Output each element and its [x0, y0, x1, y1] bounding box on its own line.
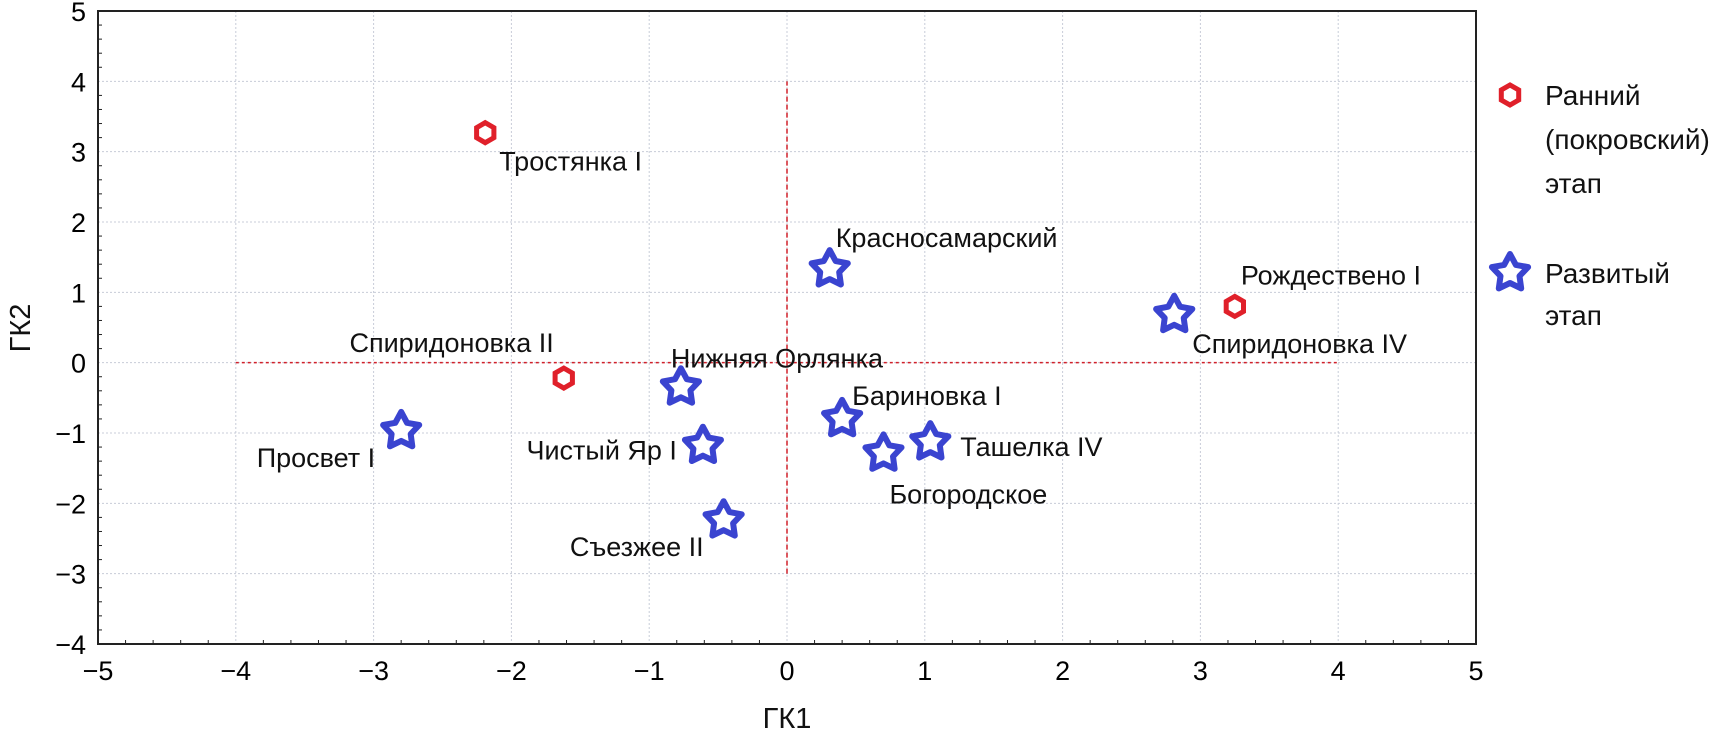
legend-label: Развитый: [1545, 258, 1670, 289]
star-marker: [702, 498, 745, 539]
legend-label: (покровский): [1545, 124, 1710, 155]
point-label: Спиридоновка II: [349, 328, 553, 358]
point-label: Спиридоновка IV: [1192, 329, 1407, 359]
star-marker: [862, 431, 905, 472]
hexagon-marker: [552, 365, 575, 391]
point-label: Бариновка I: [852, 381, 1002, 411]
star-marker: [1488, 251, 1532, 292]
point-label: Чистый Яр I: [526, 436, 676, 466]
grid: [98, 11, 1476, 644]
x-tick-label: −5: [83, 656, 114, 686]
plot-frame: [97, 10, 1477, 645]
point-labels: Тростянка I Спиридоновка II Рождествено I К…: [257, 147, 1421, 563]
y-tick-label: −4: [55, 630, 86, 660]
x-tick-label: −1: [634, 656, 665, 686]
legend-label: этап: [1545, 300, 1602, 331]
x-tick-label: 0: [779, 656, 794, 686]
reference-lines: [235, 81, 1339, 574]
x-tick-label: −3: [358, 656, 389, 686]
legend-label: Ранний: [1545, 80, 1641, 111]
point-label: Просвет I: [257, 443, 375, 473]
star-marker: [1153, 292, 1196, 334]
star-marker: [681, 423, 724, 464]
legend: Ранний (покровский) этап Развитый этап: [1488, 80, 1710, 331]
x-tick-label: −4: [220, 656, 251, 686]
x-tick-label: 5: [1468, 656, 1483, 686]
x-tick-label: 2: [1055, 656, 1070, 686]
x-axis-label: ГК1: [763, 703, 812, 735]
star-marker: [380, 408, 423, 450]
y-tick-label: −3: [55, 560, 86, 590]
y-tick-label: 0: [71, 349, 86, 379]
point-label: Съезжее II: [570, 532, 704, 562]
point-label: Тростянка I: [499, 147, 642, 177]
x-tick-label: 4: [1331, 656, 1346, 686]
hexagon-marker: [1223, 293, 1246, 320]
hexagon-marker: [1498, 82, 1522, 108]
x-tick-label: 1: [917, 656, 932, 686]
point-label: Ташелка IV: [960, 432, 1102, 462]
star-marker: [659, 365, 702, 406]
star-marker: [909, 420, 952, 461]
y-tick-label: 3: [71, 138, 86, 168]
legend-label: этап: [1545, 168, 1602, 199]
y-tick-label: 1: [71, 278, 86, 308]
y-axis-label: ГК2: [5, 304, 37, 353]
y-tick-label: 2: [71, 208, 86, 238]
x-tick-label: 3: [1193, 656, 1208, 686]
point-label: Рождествено I: [1241, 260, 1421, 290]
y-tick-label: −1: [55, 419, 86, 449]
point-label: Красносамарский: [836, 223, 1058, 253]
y-tick-label: 4: [71, 67, 86, 97]
star-marker: [808, 247, 851, 288]
y-tick-label: −2: [55, 489, 86, 519]
points: [380, 119, 1246, 539]
point-label: Богородское: [889, 479, 1047, 509]
star-marker: [821, 396, 864, 438]
x-tick-label: −2: [496, 656, 527, 686]
point-label: Нижняя Орлянка: [671, 343, 884, 373]
hexagon-marker: [474, 119, 497, 146]
y-tick-label: 5: [71, 0, 86, 27]
